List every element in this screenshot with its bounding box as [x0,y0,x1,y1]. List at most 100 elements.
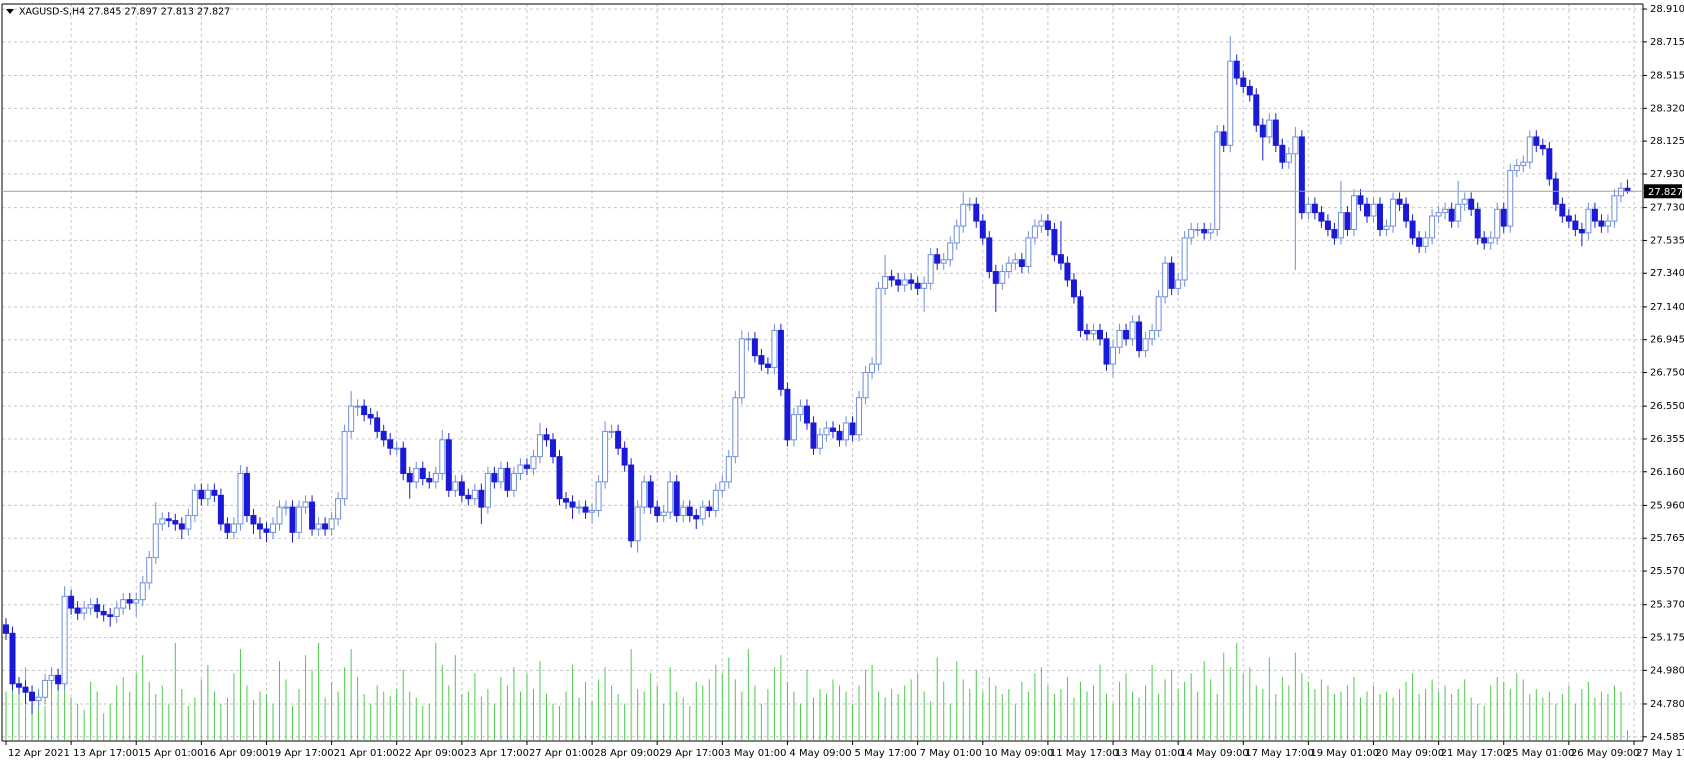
candle-body [432,472,439,483]
candle-body [953,225,960,244]
candle-body [712,489,719,511]
candle-body [178,523,185,530]
candle-body [296,506,303,533]
candle-body [764,363,771,368]
y-tick-label: 26.750 [1650,368,1684,379]
candle-body [556,456,563,500]
candle-body [1181,237,1188,281]
y-tick-label: 26.160 [1650,467,1684,478]
candle-body [1116,329,1123,348]
x-tick-label: 3 May 01:00 [724,748,786,759]
candle-body [1539,144,1546,150]
candle-body [771,329,778,368]
x-tick-label: 22 Apr 09:00 [399,748,464,759]
candle-body [940,259,947,264]
candle-body [1585,208,1592,234]
candle-body [269,523,276,533]
candle-body [1611,195,1618,222]
candle-body [1103,338,1110,365]
candle-body [979,220,986,239]
candle-layer [3,35,1631,715]
candle-body [1331,228,1338,239]
x-tick-label: 21 May 17:00 [1441,748,1510,759]
volume-layer [5,643,1628,740]
candle-body [1246,85,1253,96]
candle-body [302,501,309,508]
candle-body [849,422,856,436]
candle-body [719,481,726,491]
candle-body [68,595,75,609]
candle-body [934,254,941,264]
candle-body [582,506,589,513]
candle-body [452,481,459,491]
candle-body [1442,208,1449,214]
candle-body [1363,203,1370,217]
candle-body [374,417,381,432]
candle-body [836,430,843,441]
candle-body [152,523,159,559]
candle-body [491,472,498,483]
candle-body [250,515,257,525]
candle-body [1090,329,1097,335]
candle-body [361,405,368,416]
candle-body [563,498,570,503]
candle-body [341,430,348,500]
candle-body [1337,212,1344,239]
candle-body [1285,153,1292,163]
x-tick-label: 4 May 09:00 [789,748,851,759]
candle-body [673,481,680,517]
candle-body [901,279,908,286]
candle-body [530,456,537,469]
candle-body [960,203,967,227]
y-tick-label: 27.340 [1650,268,1684,279]
x-tick-label: 25 May 01:00 [1506,748,1575,759]
candle-body [1057,254,1064,264]
menu-arrow[interactable] [6,9,14,14]
x-tick-label: 10 May 09:00 [985,748,1054,759]
candle-body [504,467,511,491]
candle-body [680,506,687,517]
candle-body [608,430,615,433]
candle-body [986,237,993,273]
candle-body [1253,94,1260,126]
candle-body [1461,198,1468,205]
candle-body [895,279,902,286]
x-tick-label: 29 Apr 17:00 [659,748,724,759]
candle-body [758,355,765,365]
candle-body [523,464,530,469]
candle-body [777,329,784,390]
candle-body [1031,225,1038,239]
x-tick-label: 23 Apr 17:00 [464,748,529,759]
candle-body [413,467,420,483]
candle-body [1018,259,1025,267]
candle-body [1481,237,1488,244]
x-tick-label: 7 May 01:00 [920,748,982,759]
candle-body [536,434,543,458]
candle-body [908,279,915,284]
candle-body [667,481,674,513]
candle-body [185,515,192,530]
axes: 28.910 28.715 28.515 28.320 28.125 27.930 27.7… [1,3,1684,759]
candle-body [107,614,114,617]
candle-body [1487,237,1494,244]
candle-body [1448,208,1455,222]
x-tick-label: 14 May 09:00 [1180,748,1249,759]
candle-body [1370,203,1377,217]
candle-body [1494,208,1501,239]
candle-body [1565,215,1572,222]
candle-body [686,506,693,517]
x-tick-label: 12 Apr 2021 [8,748,70,759]
candle-body [354,405,361,408]
candle-body [1324,220,1331,230]
candle-body [1129,321,1136,340]
candle-body [1194,228,1201,231]
candle-body [569,501,576,508]
candle-body [1435,212,1442,217]
x-tick-label: 17 May 17:00 [1245,748,1314,759]
candle-body [1520,161,1527,167]
candle-body [1578,228,1585,234]
candle-body [1546,148,1553,180]
candle-body [1149,329,1156,340]
